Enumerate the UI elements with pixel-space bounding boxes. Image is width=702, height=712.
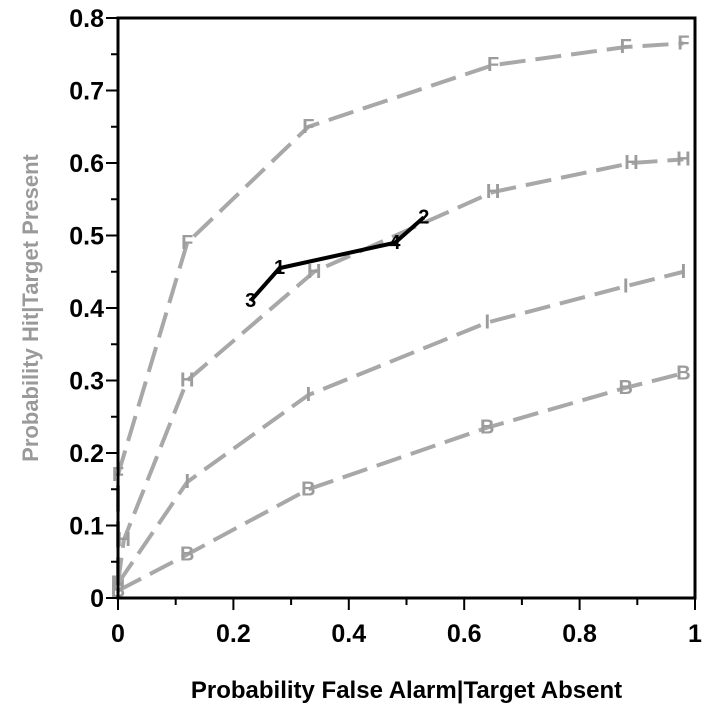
data-point-marker: B [301, 478, 315, 500]
data-point-marker: 4 [389, 232, 401, 254]
data-point-marker: I [306, 384, 312, 406]
y-tick-label: 0.3 [69, 368, 104, 396]
x-tick-label: 1 [688, 620, 702, 648]
data-point-marker: H [117, 529, 131, 551]
data-point-marker: H [624, 152, 638, 174]
data-point-marker: 3 [245, 290, 256, 312]
y-tick-label: 0.8 [69, 5, 104, 33]
data-point-marker: B [676, 362, 690, 384]
data-point-marker: F [487, 54, 499, 76]
x-tick-label: 0.8 [562, 620, 597, 648]
x-tick-label: 0.4 [331, 620, 366, 648]
data-point-marker: B [180, 544, 194, 566]
data-point-marker: F [302, 116, 314, 138]
series-line [116, 41, 684, 584]
series-line [249, 215, 426, 303]
data-point-marker: F [620, 36, 632, 58]
x-tick-label: 0.6 [447, 620, 482, 648]
x-tick-label: 0.2 [216, 620, 251, 648]
series-line [116, 157, 684, 584]
plot-frame [116, 16, 697, 600]
data-point-marker: I [484, 312, 490, 334]
y-axis-title: Probability Hit|Target Present [18, 153, 43, 461]
y-tick-label: 0.1 [69, 513, 104, 541]
series-line [116, 269, 684, 585]
data-point-marker: F [677, 32, 689, 54]
data-point-marker: H [307, 261, 321, 283]
y-tick-label: 0.4 [69, 295, 104, 323]
data-point-marker: 1 [274, 257, 285, 279]
y-tick-label: 0 [90, 585, 104, 613]
data-point-marker: I [184, 471, 190, 493]
x-axis-title: Probability False Alarm|Target Absent [191, 677, 622, 704]
data-point-marker: H [676, 148, 690, 170]
y-tick-label: 0.2 [69, 440, 104, 468]
y-tick-label: 0.5 [69, 223, 104, 251]
data-point-marker: F [181, 232, 193, 254]
series-black: 31 42 [245, 206, 429, 311]
data-point-marker: I [623, 275, 629, 297]
data-point-marker: I [681, 261, 687, 283]
data-point-marker: H [486, 181, 500, 203]
y-tick-label: 0.7 [69, 78, 104, 106]
y-tick-label: 0.6 [69, 150, 104, 178]
series-line [117, 371, 684, 593]
data-point-marker: H [180, 370, 194, 392]
data-point-marker: B [619, 377, 633, 399]
x-tick-label: 0 [111, 620, 125, 648]
axis-ticks: 0 0.2 0.4 0.6 0.8 1 0 0.1 0.2 0.3 0.4 0.5 0.6 0.7 0.8 [69, 5, 702, 648]
data-point-marker: B [480, 417, 494, 439]
data-point-marker: 2 [418, 206, 429, 228]
